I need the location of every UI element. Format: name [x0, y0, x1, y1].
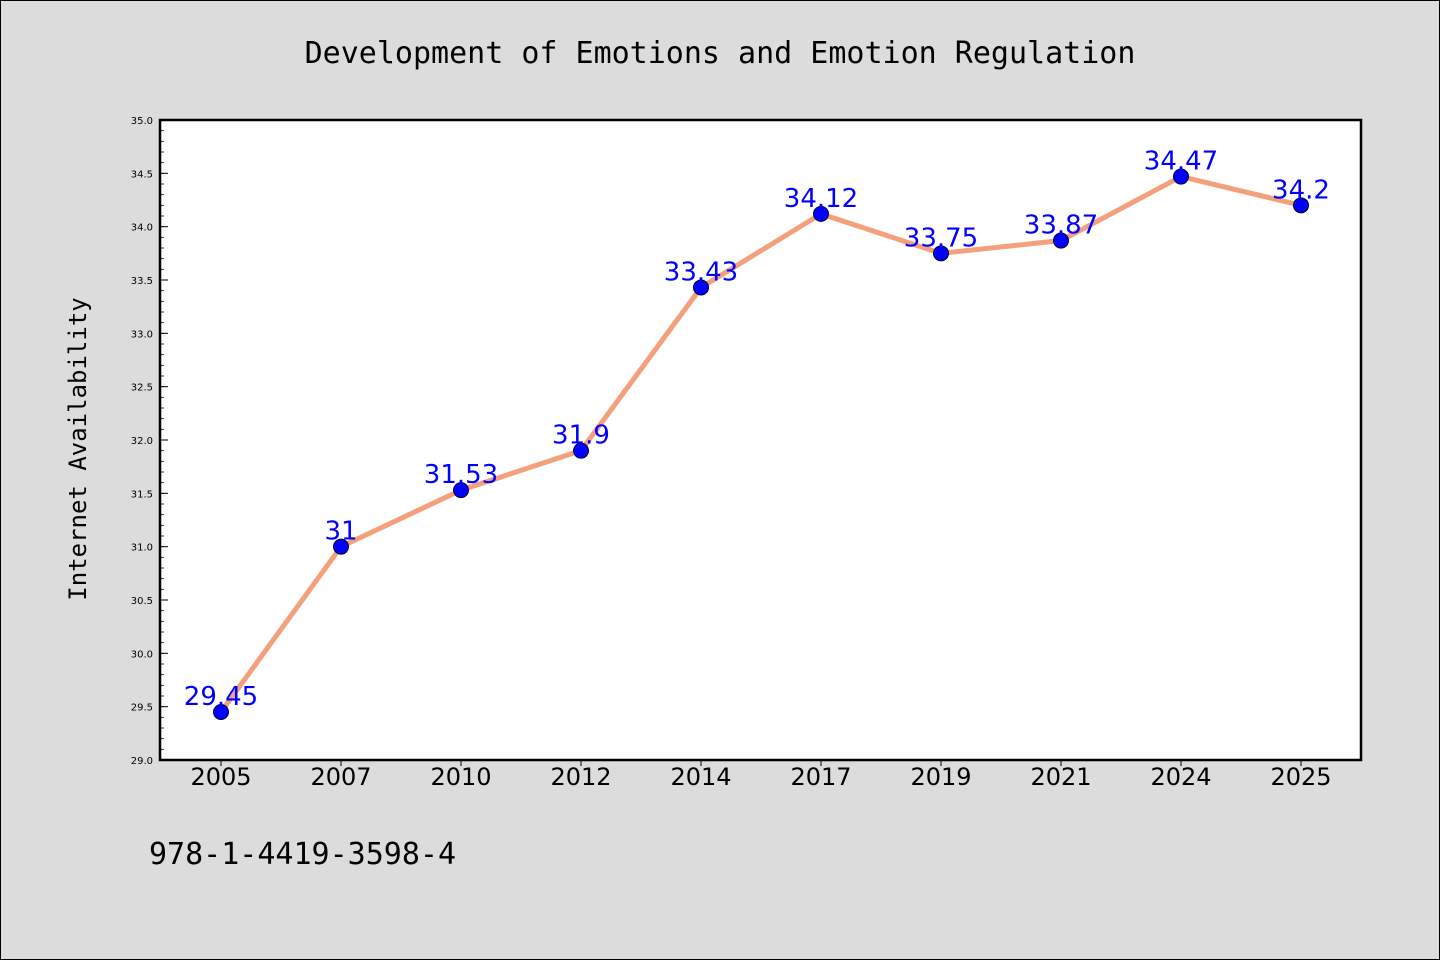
y-axis: 29.0 29.5 30.0 30.5 31.0 31.5 32.0 32.5 33.0 33.5… [131, 116, 168, 767]
chart-title: Development of Emotions and Emotion Regu… [305, 36, 1136, 71]
x-tick-label: 2005 [190, 763, 251, 791]
data-point [1053, 232, 1069, 249]
data-label: 31 [324, 517, 357, 547]
isbn-footnote: 978-1-4419-3598-4 [149, 837, 456, 872]
series-line-group [218, 174, 1304, 715]
y-tick-label: 33.5 [131, 276, 153, 287]
y-tick-label: 32.5 [131, 383, 153, 394]
y-axis-label: Internet Availability [64, 297, 92, 600]
x-tick-label: 2025 [1270, 763, 1331, 791]
x-tick-label: 2019 [910, 763, 971, 791]
data-point [213, 704, 229, 720]
data-point [573, 442, 589, 459]
x-axis: 2005 2007 2010 2012 2014 2017 2019 2021 2024 2025 [190, 760, 1332, 791]
y-tick-label: 33.0 [131, 329, 153, 340]
x-tick-label: 2017 [790, 763, 851, 791]
y-tick-label: 30.0 [131, 649, 153, 660]
y-tick-label: 34.5 [131, 169, 153, 180]
data-point [693, 279, 709, 296]
x-tick-label: 2007 [310, 763, 371, 791]
data-label-group: 29.45 31 31.53 31.9 33.43 34.12 33.75 33.87 34.4… [184, 147, 1330, 712]
x-tick-label: 2014 [670, 763, 731, 791]
data-label: 33.43 [664, 257, 738, 287]
data-point [933, 245, 949, 262]
data-point [1173, 168, 1189, 185]
y-tick-label: 31.5 [131, 489, 153, 500]
y-tick-label: 34.0 [131, 223, 153, 234]
x-tick-label: 2012 [550, 763, 611, 791]
x-tick-label: 2010 [430, 763, 491, 791]
data-label: 34.2 [1272, 175, 1330, 205]
plot-area [158, 118, 1363, 762]
x-tick-label: 2021 [1030, 763, 1091, 791]
y-tick-label: 35.0 [131, 116, 153, 127]
x-tick-label: 2024 [1150, 763, 1211, 791]
y-tick-label: 31.0 [131, 543, 153, 554]
data-point [453, 482, 469, 499]
data-label: 33.87 [1024, 211, 1098, 241]
data-point [813, 205, 829, 222]
data-label: 31.53 [424, 460, 498, 490]
y-tick-label: 29.5 [131, 703, 153, 714]
data-point [1293, 197, 1309, 214]
data-point [333, 538, 349, 555]
data-label: 34.12 [784, 184, 858, 214]
marker-group [213, 168, 1309, 720]
data-label: 29.45 [184, 682, 258, 712]
data-label: 34.47 [1144, 147, 1218, 177]
data-label: 31.9 [552, 421, 610, 451]
series-line [218, 174, 1304, 715]
y-tick-label: 29.0 [131, 756, 153, 767]
data-label: 33.75 [904, 223, 978, 253]
y-tick-label: 32.0 [131, 436, 153, 447]
y-tick-label: 30.5 [131, 596, 153, 607]
